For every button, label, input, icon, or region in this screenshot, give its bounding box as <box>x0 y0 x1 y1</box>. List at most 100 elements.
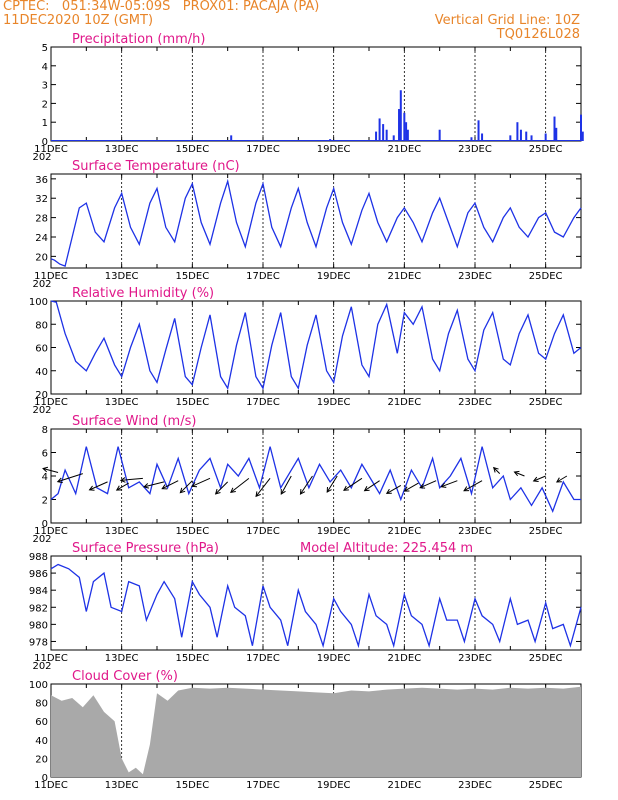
precip-bar <box>530 135 533 141</box>
y-tick-label: 80 <box>35 320 48 331</box>
y-tick-label: 3 <box>42 81 48 92</box>
x-tick-label: 13DEC <box>105 144 139 155</box>
wind-arrow <box>57 473 83 483</box>
x-year-fragment: 202 <box>32 661 51 672</box>
x-tick-label: 13DEC <box>105 526 139 537</box>
plot-frame <box>50 428 582 524</box>
y-tick-label: 1 <box>42 118 48 129</box>
x-tick-label: 17DEC <box>246 271 280 282</box>
precip-bar <box>375 131 378 141</box>
y-tick-label: 5 <box>42 43 48 54</box>
x-tick-label: 25DEC <box>529 526 563 537</box>
wind-arrow <box>343 477 363 491</box>
x-tick-label: 15DEC <box>175 526 209 537</box>
wind-arrow <box>533 475 546 482</box>
precip-bar <box>378 118 381 141</box>
panel-title: Cloud Cover (%) <box>72 669 178 684</box>
wind-arrow-head <box>143 483 150 489</box>
precip-bar <box>230 135 233 141</box>
y-tick-label: 6 <box>42 449 48 460</box>
wind-arrow <box>556 475 568 483</box>
precip-bar <box>406 129 409 141</box>
series-line <box>50 300 582 390</box>
wind-arrow <box>300 475 313 495</box>
x-tick-label: 17DEC <box>246 397 280 408</box>
y-tick-label: 20 <box>35 390 48 401</box>
y-tick-label: 20 <box>35 754 48 765</box>
x-year-fragment: 202 <box>32 279 51 290</box>
header-code: TQ0126L028 <box>496 27 580 42</box>
y-tick-label: 978 <box>29 637 48 648</box>
precip-bar <box>516 122 519 141</box>
x-tick-label: 19DEC <box>317 397 351 408</box>
panel-title: Precipitation (mm/h) <box>72 32 205 47</box>
x-tick-label: 21DEC <box>387 780 421 791</box>
wind-arrow-head <box>532 476 539 483</box>
precip-bar <box>481 133 484 141</box>
wind-arrow <box>191 477 211 487</box>
x-tick-label: 11DEC <box>34 653 68 664</box>
x-tick-label: 15DEC <box>175 271 209 282</box>
x-tick-label: 13DEC <box>105 653 139 664</box>
wind-arrow-head <box>115 485 122 491</box>
wind-arrow <box>89 481 108 491</box>
series-line <box>50 563 582 649</box>
x-tick-label: 11DEC <box>34 780 68 791</box>
wind-arrow-head <box>492 466 499 473</box>
y-tick-label: 32 <box>35 194 48 205</box>
y-tick-label: 986 <box>29 569 48 580</box>
precip-bar <box>405 122 408 141</box>
model-altitude-label: Model Altitude: 225.454 m <box>300 541 473 556</box>
y-tick-label: 2 <box>42 99 48 110</box>
precip-bar <box>509 135 512 141</box>
y-tick-label: 100 <box>29 297 48 308</box>
panel-title: Surface Pressure (hPa) <box>72 541 219 556</box>
wind-arrow <box>215 481 229 495</box>
wind-arrow-head <box>56 477 63 484</box>
x-tick-label: 23DEC <box>458 780 492 791</box>
cloud-cover-area <box>51 686 581 777</box>
wind-arrow-head <box>403 486 410 492</box>
x-tick-label: 17DEC <box>246 653 280 664</box>
x-tick-label: 25DEC <box>529 780 563 791</box>
wind-arrow <box>255 478 271 497</box>
wind-arrow <box>463 480 483 492</box>
wind-arrow <box>326 475 338 493</box>
panel-title: Surface Temperature (nC) <box>72 159 240 174</box>
y-tick-label: 4 <box>42 62 48 73</box>
wind-arrow-head <box>513 470 520 477</box>
wind-arrow-head <box>419 483 426 489</box>
precip-bar <box>580 114 582 141</box>
precip-bar <box>519 129 522 141</box>
x-tick-label: 23DEC <box>458 397 492 408</box>
header-station: CPTEC: 051:34W-05:09S PROX01: PACAJA (PA… <box>3 0 320 14</box>
y-tick-label: 0 <box>42 773 48 784</box>
panel-title: Surface Wind (m/s) <box>72 414 196 429</box>
wind-arrow-head <box>363 486 370 492</box>
y-tick-label: 8 <box>42 425 48 436</box>
precip-bar <box>438 129 441 141</box>
y-tick-label: 984 <box>29 586 48 597</box>
precip-bar <box>525 131 528 141</box>
wind-arrow <box>161 480 179 490</box>
wind-arrow-head <box>463 486 470 492</box>
precip-bar <box>399 90 402 141</box>
panel-1: 0 1 2 3 4 5 11DEC 13DEC 15DEC 17DEC 19DEC 21DEC 23DE… <box>32 32 584 163</box>
x-tick-label: 25DEC <box>529 653 563 664</box>
series-line <box>50 446 581 514</box>
x-year-fragment: 202 <box>32 534 51 545</box>
x-tick-label: 23DEC <box>458 271 492 282</box>
y-tick-label: 20 <box>35 252 48 263</box>
panel-4: 0 2 4 6 8 11DEC 13DEC 15DEC 17DEC 19DEC 21DEC 23DEC… <box>32 414 582 545</box>
wind-arrow-head <box>230 487 236 493</box>
x-tick-label: 19DEC <box>317 526 351 537</box>
wind-arrow-head <box>191 482 198 488</box>
x-tick-label: 23DEC <box>458 526 492 537</box>
precip-bar <box>392 135 395 141</box>
precip-bar <box>544 133 547 141</box>
panel-2: 20 24 28 32 36 11DEC 13DEC 15DEC 17DEC 19DEC 21DEC… <box>32 159 582 290</box>
wind-arrow <box>42 467 59 473</box>
x-tick-label: 11DEC <box>34 144 68 155</box>
y-tick-label: 980 <box>29 620 48 631</box>
